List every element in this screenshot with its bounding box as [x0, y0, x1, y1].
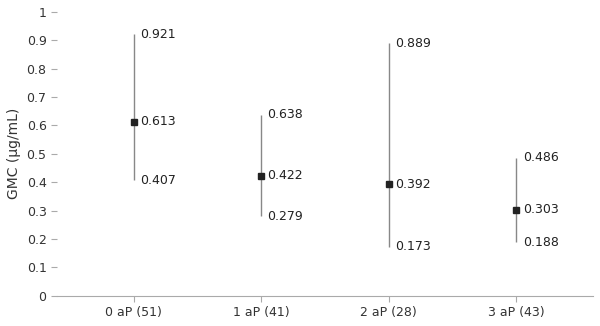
Text: 0.889: 0.889 — [395, 37, 431, 50]
Text: 0.392: 0.392 — [395, 178, 431, 191]
Text: 0.486: 0.486 — [523, 151, 559, 164]
Text: 0.921: 0.921 — [140, 28, 176, 41]
Text: 0.422: 0.422 — [268, 170, 303, 183]
Y-axis label: GMC (µg/mL): GMC (µg/mL) — [7, 108, 21, 200]
Text: 0.638: 0.638 — [268, 108, 303, 121]
Text: 0.279: 0.279 — [268, 210, 303, 223]
Text: 0.188: 0.188 — [523, 236, 559, 249]
Text: 0.303: 0.303 — [523, 203, 559, 216]
Text: 0.613: 0.613 — [140, 115, 176, 128]
Text: 0.173: 0.173 — [395, 240, 431, 253]
Text: 0.407: 0.407 — [140, 174, 176, 187]
